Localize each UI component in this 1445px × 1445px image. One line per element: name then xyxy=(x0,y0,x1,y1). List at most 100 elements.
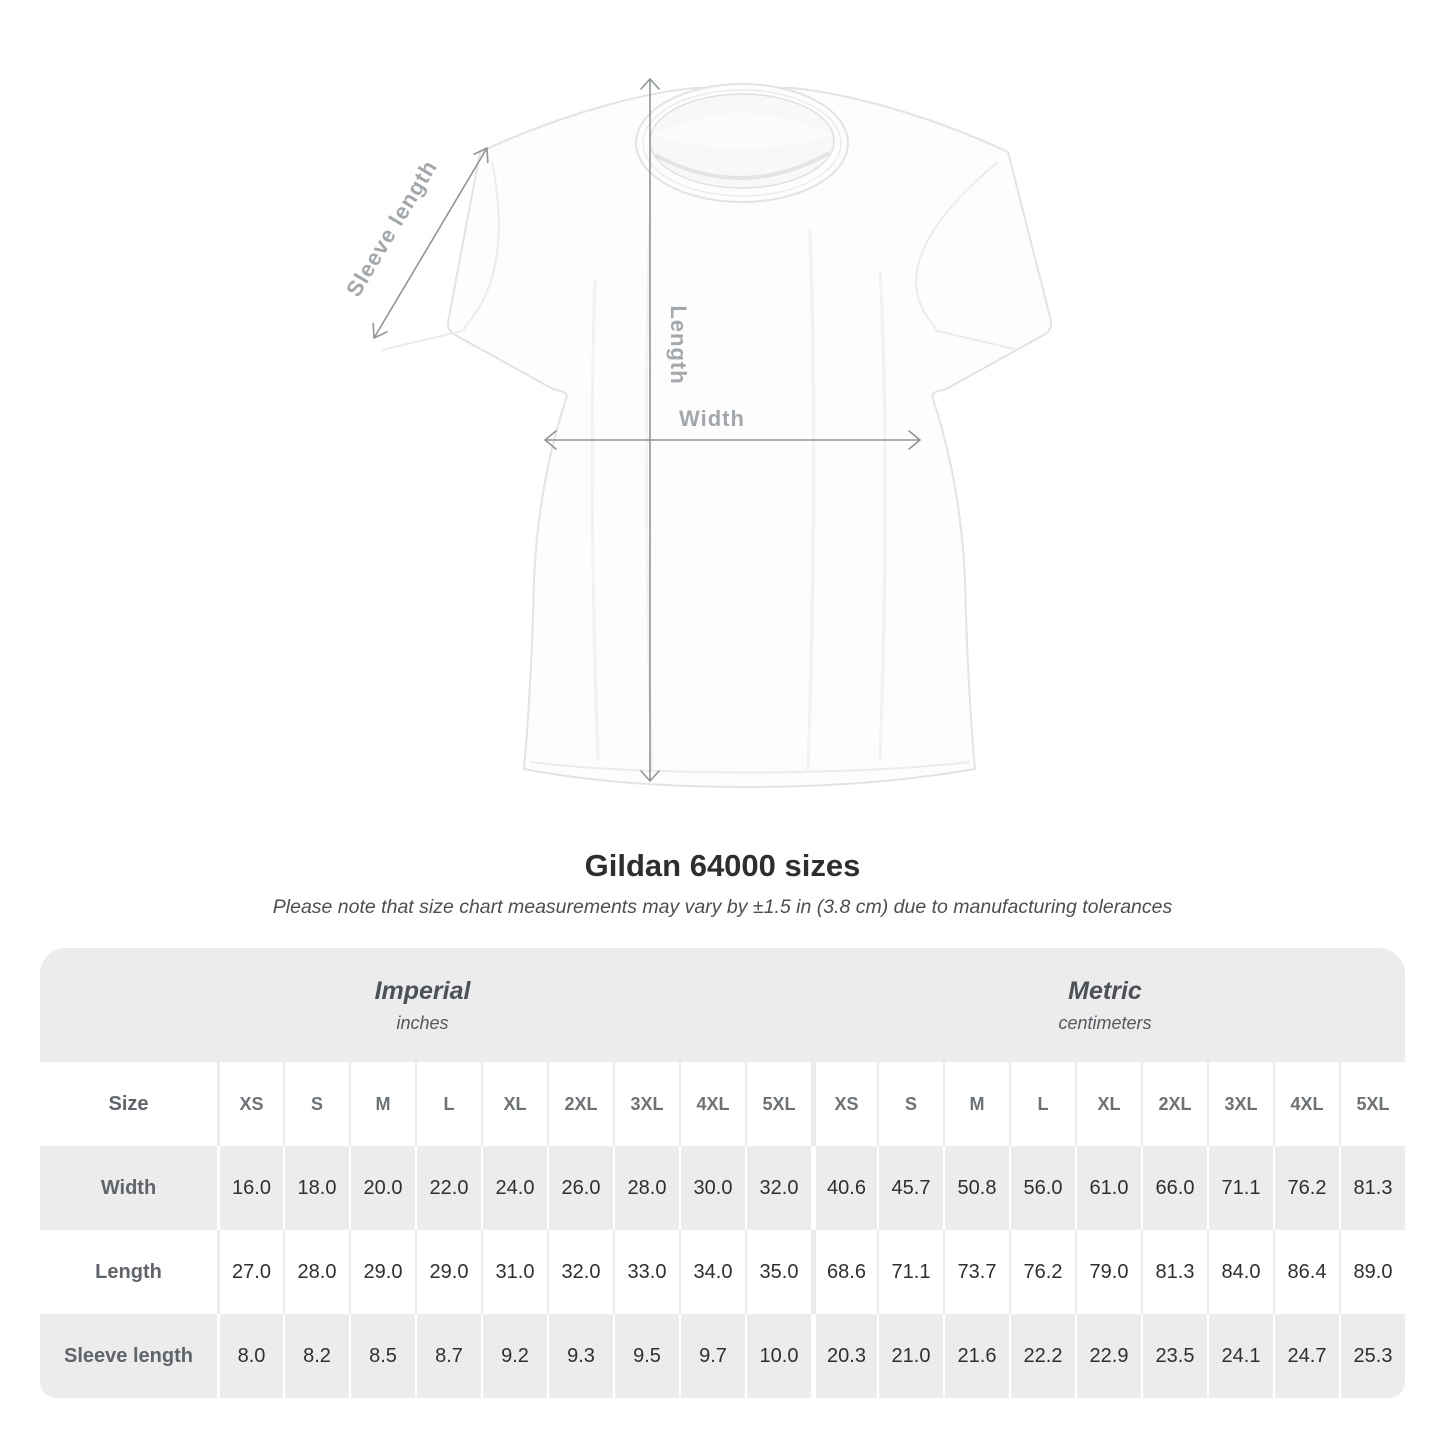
value-cell: 84.0 xyxy=(1207,1230,1273,1314)
value-cell: 32.0 xyxy=(547,1230,613,1314)
metric-unit: centimeters xyxy=(1058,1012,1152,1033)
value-cell: 26.0 xyxy=(547,1146,613,1230)
value-cell: 9.5 xyxy=(613,1314,679,1398)
size-header-row: Size XS S M L XL 2XL 3XL 4XL 5XL XS S M … xyxy=(40,1062,1405,1146)
value-cell: 61.0 xyxy=(1075,1146,1141,1230)
arrowhead-left-icon xyxy=(544,430,557,450)
unit-header-band: Imperial inches Metric centimeters xyxy=(40,948,1405,1062)
value-cell: 76.2 xyxy=(1009,1230,1075,1314)
imperial-section-header: Imperial inches xyxy=(40,948,805,1062)
value-cell: 28.0 xyxy=(613,1146,679,1230)
col-header: L xyxy=(1009,1062,1075,1146)
value-cell: 8.5 xyxy=(349,1314,415,1398)
row-label: Sleeve length xyxy=(64,1344,193,1367)
value-cell: 25.3 xyxy=(1339,1314,1405,1398)
value-cell: 86.4 xyxy=(1273,1230,1339,1314)
value-cell: 45.7 xyxy=(877,1146,943,1230)
col-header: 3XL xyxy=(613,1062,679,1146)
page-title: Gildan 64000 sizes xyxy=(584,848,861,883)
value-cell: 34.0 xyxy=(679,1230,745,1314)
tshirt-body xyxy=(446,87,1053,788)
value-cell: 73.7 xyxy=(943,1230,1009,1314)
page-subtitle: Please note that size chart measurements… xyxy=(272,896,1173,918)
value-cell: 50.8 xyxy=(943,1146,1009,1230)
value-cell: 22.9 xyxy=(1075,1314,1141,1398)
arrowhead-down-icon xyxy=(640,770,660,782)
col-header: 4XL xyxy=(1273,1062,1339,1146)
value-cell: 81.3 xyxy=(1339,1146,1405,1230)
value-cell: 71.1 xyxy=(877,1230,943,1314)
value-cell: 8.2 xyxy=(283,1314,349,1398)
col-header: XS xyxy=(811,1062,877,1146)
sleeve-hem-seam xyxy=(381,329,467,351)
value-cell: 32.0 xyxy=(745,1146,811,1230)
metric-label: Metric xyxy=(1068,976,1142,1005)
col-header: XL xyxy=(481,1062,547,1146)
sleeve-length-arrow xyxy=(373,147,488,339)
value-cell: 76.2 xyxy=(1273,1146,1339,1230)
value-cell: 9.2 xyxy=(481,1314,547,1398)
collar-back xyxy=(652,113,832,149)
value-cell: 30.0 xyxy=(679,1146,745,1230)
value-cell: 21.6 xyxy=(943,1314,1009,1398)
row-label: Width xyxy=(100,1176,157,1199)
col-header: 3XL xyxy=(1207,1062,1273,1146)
sleeve-hem-seam xyxy=(933,329,1019,351)
value-cell: 22.0 xyxy=(415,1146,481,1230)
collar-inner-shadow xyxy=(654,151,830,180)
value-cell: 66.0 xyxy=(1141,1146,1207,1230)
value-cell: 35.0 xyxy=(745,1230,811,1314)
arrowhead-right-icon xyxy=(908,430,921,450)
value-cell: 24.1 xyxy=(1207,1314,1273,1398)
col-header: M xyxy=(349,1062,415,1146)
value-cell: 56.0 xyxy=(1009,1146,1075,1230)
tshirt-graphic xyxy=(381,83,1053,788)
value-cell: 31.0 xyxy=(481,1230,547,1314)
value-cell: 21.0 xyxy=(877,1314,943,1398)
arrowhead-upright-icon xyxy=(473,147,489,164)
length-label: Length xyxy=(666,305,691,384)
value-cell: 20.3 xyxy=(811,1314,877,1398)
col-header: 5XL xyxy=(745,1062,811,1146)
value-cell: 71.1 xyxy=(1207,1146,1273,1230)
value-cell: 33.0 xyxy=(613,1230,679,1314)
col-header: 2XL xyxy=(1141,1062,1207,1146)
fabric-fold xyxy=(878,269,887,761)
value-cell: 24.7 xyxy=(1273,1314,1339,1398)
arrowhead-downleft-icon xyxy=(372,322,388,339)
value-cell: 24.0 xyxy=(481,1146,547,1230)
value-cell: 89.0 xyxy=(1339,1230,1405,1314)
col-header: XS xyxy=(217,1062,283,1146)
value-cell: 18.0 xyxy=(283,1146,349,1230)
value-cell: 23.5 xyxy=(1141,1314,1207,1398)
value-cell: 28.0 xyxy=(283,1230,349,1314)
col-header: XL xyxy=(1075,1062,1141,1146)
value-cell: 29.0 xyxy=(349,1230,415,1314)
size-table: Imperial inches Metric centimeters Size … xyxy=(40,948,1405,1398)
fabric-fold xyxy=(806,229,816,771)
value-cell: 79.0 xyxy=(1075,1230,1141,1314)
table-row-width: Width 16.0 18.0 20.0 22.0 24.0 26.0 28.0… xyxy=(40,1146,1405,1230)
value-cell: 22.2 xyxy=(1009,1314,1075,1398)
imperial-label: Imperial xyxy=(374,976,471,1005)
sleeve-seam xyxy=(915,161,999,329)
sleeve-length-label: Sleeve length xyxy=(341,155,442,301)
value-cell: 9.7 xyxy=(679,1314,745,1398)
value-cell: 16.0 xyxy=(217,1146,283,1230)
value-cell: 29.0 xyxy=(415,1230,481,1314)
fabric-fold xyxy=(590,279,600,761)
col-header: 5XL xyxy=(1339,1062,1405,1146)
collar-seam xyxy=(642,89,842,197)
col-header: 2XL xyxy=(547,1062,613,1146)
value-cell: 81.3 xyxy=(1141,1230,1207,1314)
col-header: M xyxy=(943,1062,1009,1146)
imperial-unit: inches xyxy=(396,1012,449,1033)
col-header: 4XL xyxy=(679,1062,745,1146)
tshirt-diagram: Width Length Sleeve length xyxy=(340,70,1060,810)
value-cell: 27.0 xyxy=(217,1230,283,1314)
value-cell: 20.0 xyxy=(349,1146,415,1230)
value-cell: 10.0 xyxy=(745,1314,811,1398)
width-label: Width xyxy=(679,406,745,431)
value-cell: 68.6 xyxy=(811,1230,877,1314)
metric-section-header: Metric centimeters xyxy=(805,948,1405,1062)
